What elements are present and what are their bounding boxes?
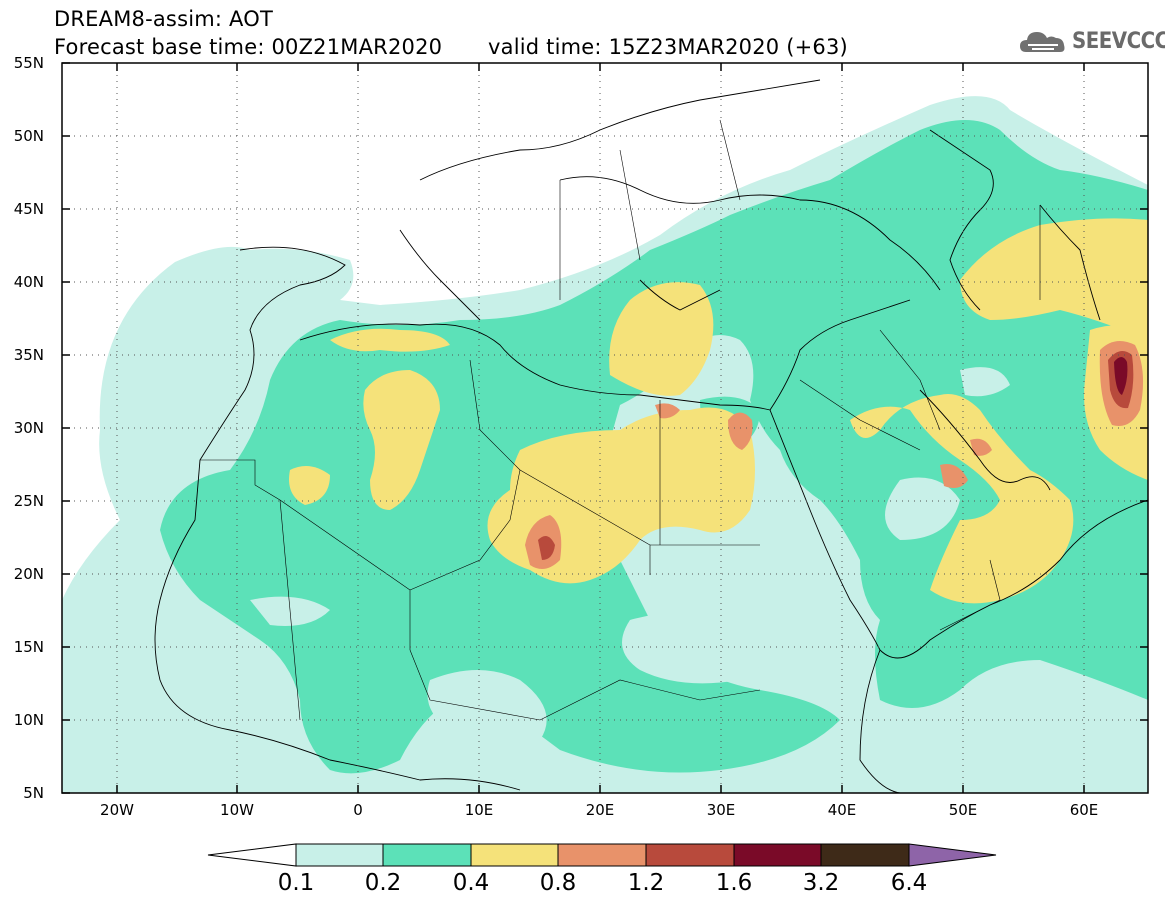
lat-label: 50N (13, 127, 44, 145)
colorbar-bin-1 (295, 843, 384, 867)
colorbar-over-triangle (908, 843, 997, 867)
aot-field (62, 63, 1148, 793)
colorbar-label: 3.2 (802, 870, 840, 896)
logo-text: SEEVCCC (1072, 28, 1165, 54)
colorbar-bin-2 (382, 843, 472, 867)
graticule (62, 63, 1148, 793)
colorbar-label: 1.2 (627, 870, 665, 896)
coastlines (154, 79, 1148, 793)
colorbar-label: 0.8 (539, 870, 577, 896)
lat-label: 10N (13, 711, 44, 729)
tick-marks (62, 62, 1148, 794)
lat-label: 30N (13, 419, 44, 437)
lon-label: 20E (585, 801, 615, 819)
lon-label: 50E (948, 801, 978, 819)
lat-label: 20N (13, 565, 44, 583)
lat-label: 55N (13, 54, 44, 72)
lon-label: 10E (464, 801, 494, 819)
lon-label: 40E (827, 801, 857, 819)
aot-1.6-3.2 (1114, 357, 1128, 395)
valid-time: valid time: 15Z23MAR2020 (+63) (488, 35, 848, 59)
colorbar-label: 6.4 (890, 870, 928, 896)
colorbar-label: 0.2 (364, 870, 402, 896)
lon-label: 20W (100, 801, 134, 819)
colorbar-bin-6 (733, 843, 822, 867)
colorbar-label: 1.6 (715, 870, 753, 896)
colorbar (207, 843, 997, 867)
country-borders (200, 119, 1041, 721)
lat-label: 15N (13, 638, 44, 656)
cloud-logo-icon (1020, 32, 1065, 52)
aot-light-pockets (250, 367, 1010, 744)
lon-label: 0 (353, 801, 363, 819)
seevccc-logo: SEEVCCC (1018, 26, 1165, 56)
forecast-base-time: Forecast base time: 00Z21MAR2020 (54, 35, 443, 59)
colorbar-bin-4 (557, 843, 647, 867)
map-title: DREAM8-assim: AOT (54, 7, 273, 31)
lat-label: 45N (13, 200, 44, 218)
colorbar-label: 0.4 (452, 870, 490, 896)
lon-label: 10W (220, 801, 254, 819)
colorbar-bin-5 (645, 843, 735, 867)
lat-label: 40N (13, 273, 44, 291)
lat-label: 35N (13, 346, 44, 364)
colorbar-bin-3 (470, 843, 559, 867)
lat-label: 25N (13, 492, 44, 510)
lat-label: 5N (23, 784, 44, 802)
colorbar-label: 0.1 (277, 870, 315, 896)
colorbar-under-triangle (207, 843, 297, 867)
colorbar-bin-7 (820, 843, 910, 867)
lon-label: 30E (706, 801, 736, 819)
lon-label: 60E (1069, 801, 1099, 819)
